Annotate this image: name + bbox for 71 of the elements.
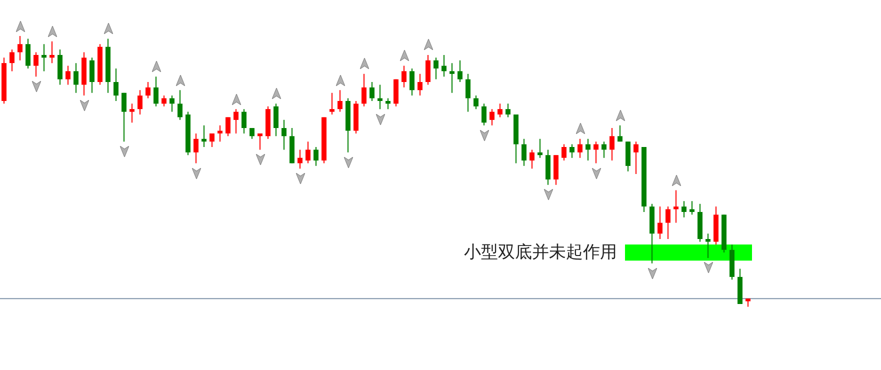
candlestick xyxy=(218,124,222,142)
candlestick xyxy=(154,76,158,107)
candlestick xyxy=(482,103,486,126)
candlestick xyxy=(674,190,678,224)
candlestick xyxy=(306,141,310,164)
candlestick xyxy=(442,54,446,78)
annotation: 小型双底并未起作用 xyxy=(464,242,617,263)
candlestick xyxy=(682,200,686,218)
candlestick xyxy=(178,90,182,120)
candlestick xyxy=(42,44,46,72)
candlestick xyxy=(114,68,118,102)
candlestick xyxy=(274,103,278,137)
candlestick xyxy=(570,144,574,158)
candlestick xyxy=(498,103,502,118)
candlestick xyxy=(202,124,206,148)
candlestick xyxy=(418,73,422,96)
candlestick xyxy=(50,40,54,64)
candlestick xyxy=(690,200,694,216)
candlestick xyxy=(402,65,406,88)
candlestick xyxy=(370,82,374,102)
candlestick xyxy=(490,108,494,126)
candlestick xyxy=(34,52,38,78)
candlestick xyxy=(474,95,478,110)
candlestick xyxy=(146,82,150,99)
candlestick xyxy=(530,149,534,170)
candlestick xyxy=(250,128,254,140)
candlestick xyxy=(122,92,126,142)
candlestick xyxy=(506,103,510,118)
candlestick xyxy=(314,146,318,166)
candlestick xyxy=(90,57,94,94)
candlestick xyxy=(666,206,670,240)
candlestick xyxy=(522,138,526,166)
candlestick xyxy=(170,95,174,112)
candlestick xyxy=(362,73,366,107)
candlestick xyxy=(602,141,606,158)
candlestick xyxy=(378,84,382,110)
candlestick xyxy=(450,62,454,94)
candlestick xyxy=(210,132,214,148)
candlestick xyxy=(194,132,198,164)
candlestick xyxy=(578,138,582,158)
candlestick xyxy=(458,60,462,83)
candlestick xyxy=(586,138,590,162)
candlestick xyxy=(74,62,78,94)
candlestick xyxy=(410,68,414,96)
candlestick xyxy=(434,57,438,80)
candlestick xyxy=(282,119,286,150)
candlestick xyxy=(338,90,342,112)
candlestick xyxy=(130,103,134,124)
candlestick xyxy=(538,138,542,158)
candlestick xyxy=(658,206,662,240)
candlestick xyxy=(26,38,30,69)
candlestick xyxy=(298,149,302,170)
candlestick xyxy=(618,124,622,142)
candlestick xyxy=(706,233,710,258)
candlestick xyxy=(18,36,22,61)
candlestick xyxy=(234,108,238,134)
candlestick xyxy=(226,116,230,137)
candlestick xyxy=(386,98,390,110)
candlestick xyxy=(594,141,598,164)
candlestick xyxy=(562,144,566,162)
candlestick xyxy=(610,128,614,162)
candlestick xyxy=(66,65,70,86)
candlestick xyxy=(634,141,638,175)
candlestick xyxy=(426,54,430,86)
candlestick xyxy=(258,132,262,150)
candlestick xyxy=(466,73,470,112)
candlestick xyxy=(242,108,246,134)
candlestick xyxy=(162,95,166,107)
candlestick xyxy=(10,49,14,72)
candlestick xyxy=(138,90,142,116)
candlestick xyxy=(330,92,334,116)
